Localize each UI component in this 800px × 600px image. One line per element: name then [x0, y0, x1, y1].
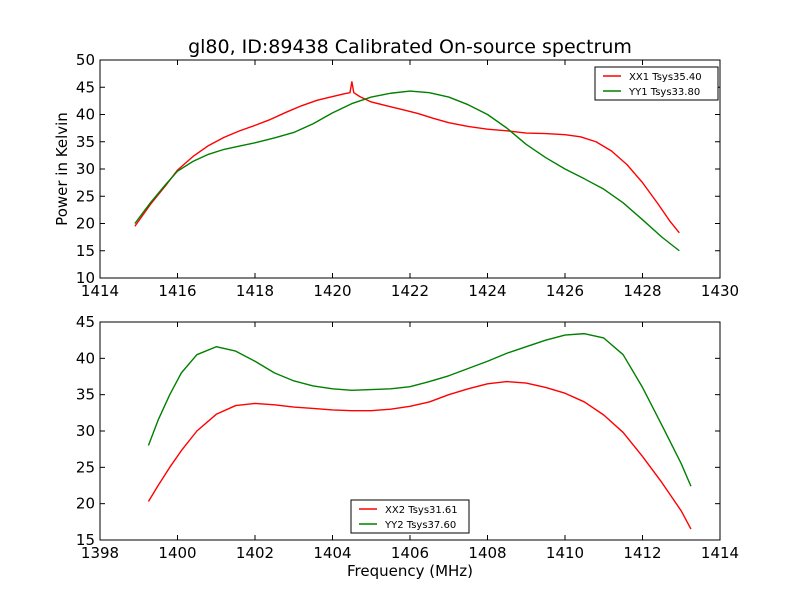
series-line-1-1 [134, 81, 680, 234]
y-tick-label: 35 [76, 386, 95, 404]
y-tick-label: 30 [76, 160, 95, 178]
y-tick-label: 25 [76, 458, 95, 476]
x-tick-label: 1420 [313, 282, 351, 300]
x-tick-label: 1416 [158, 282, 196, 300]
chart-panel-2: 1398 1400 1402 1404 1406 1408 1410 1412 1414 15 20… [76, 313, 739, 580]
y-tick-label: 20 [76, 215, 95, 233]
x-tick-label: 1404 [313, 544, 351, 562]
y-tick-label: 45 [76, 313, 95, 331]
x-tick-label: 1402 [236, 544, 274, 562]
y-tick-label: 45 [76, 78, 95, 96]
y-tick-label: 30 [76, 422, 95, 440]
x-tick-label: 1426 [546, 282, 584, 300]
legend-label: XX2 Tsys31.61 [385, 505, 458, 516]
x-tick-label: 1410 [546, 544, 584, 562]
x-tick-label: 1428 [623, 282, 661, 300]
y-tick-label: 40 [76, 106, 95, 124]
x-tick-label: 1406 [391, 544, 429, 562]
y-tick-label: 35 [76, 133, 95, 151]
x-tick-label: 1414 [81, 282, 119, 300]
legend-label: YY1 Tsys33.80 [628, 87, 700, 98]
series-line-2-1 [147, 380, 692, 530]
series-line-1-2 [134, 90, 680, 252]
x-tick-label: 1398 [81, 544, 119, 562]
y-tick-label: 15 [76, 242, 95, 260]
y-tick-label: 10 [76, 269, 95, 287]
chart-legend: XX1 Tsys35.40 YY1 Tsys33.80 [594, 66, 719, 101]
chart-title: gl80, ID:89438 Calibrated On-source spec… [188, 36, 632, 58]
x-tick-label: 1424 [468, 282, 506, 300]
y-tick-label: 50 [76, 51, 95, 69]
y-tick-label: 20 [76, 495, 95, 513]
x-tick-label: 1422 [391, 282, 429, 300]
y-axis-title: Power in Kelvin [53, 112, 71, 226]
chart-panel-1: 1414 1416 1418 1420 1422 1424 1426 1428 1430 10 15… [53, 51, 739, 300]
y-tick-label: 25 [76, 187, 95, 205]
legend-box [594, 66, 719, 101]
x-tick-label: 1400 [158, 544, 196, 562]
x-axis-title: Frequency (MHz) [347, 562, 473, 580]
chart-legend: XX2 Tsys31.61 YY2 Tsys37.60 [350, 499, 470, 534]
x-tick-label: 1412 [623, 544, 661, 562]
y-tick-label: 15 [76, 531, 95, 549]
y-tick-label: 40 [76, 349, 95, 367]
legend-label: XX1 Tsys35.40 [629, 72, 702, 83]
series-line-2-2 [147, 332, 692, 487]
legend-label: YY2 Tsys37.60 [384, 520, 456, 531]
legend-box [350, 499, 470, 534]
x-tick-label: 1414 [701, 544, 739, 562]
x-tick-label: 1408 [468, 544, 506, 562]
x-tick-label: 1430 [701, 282, 739, 300]
x-tick-label: 1418 [236, 282, 274, 300]
